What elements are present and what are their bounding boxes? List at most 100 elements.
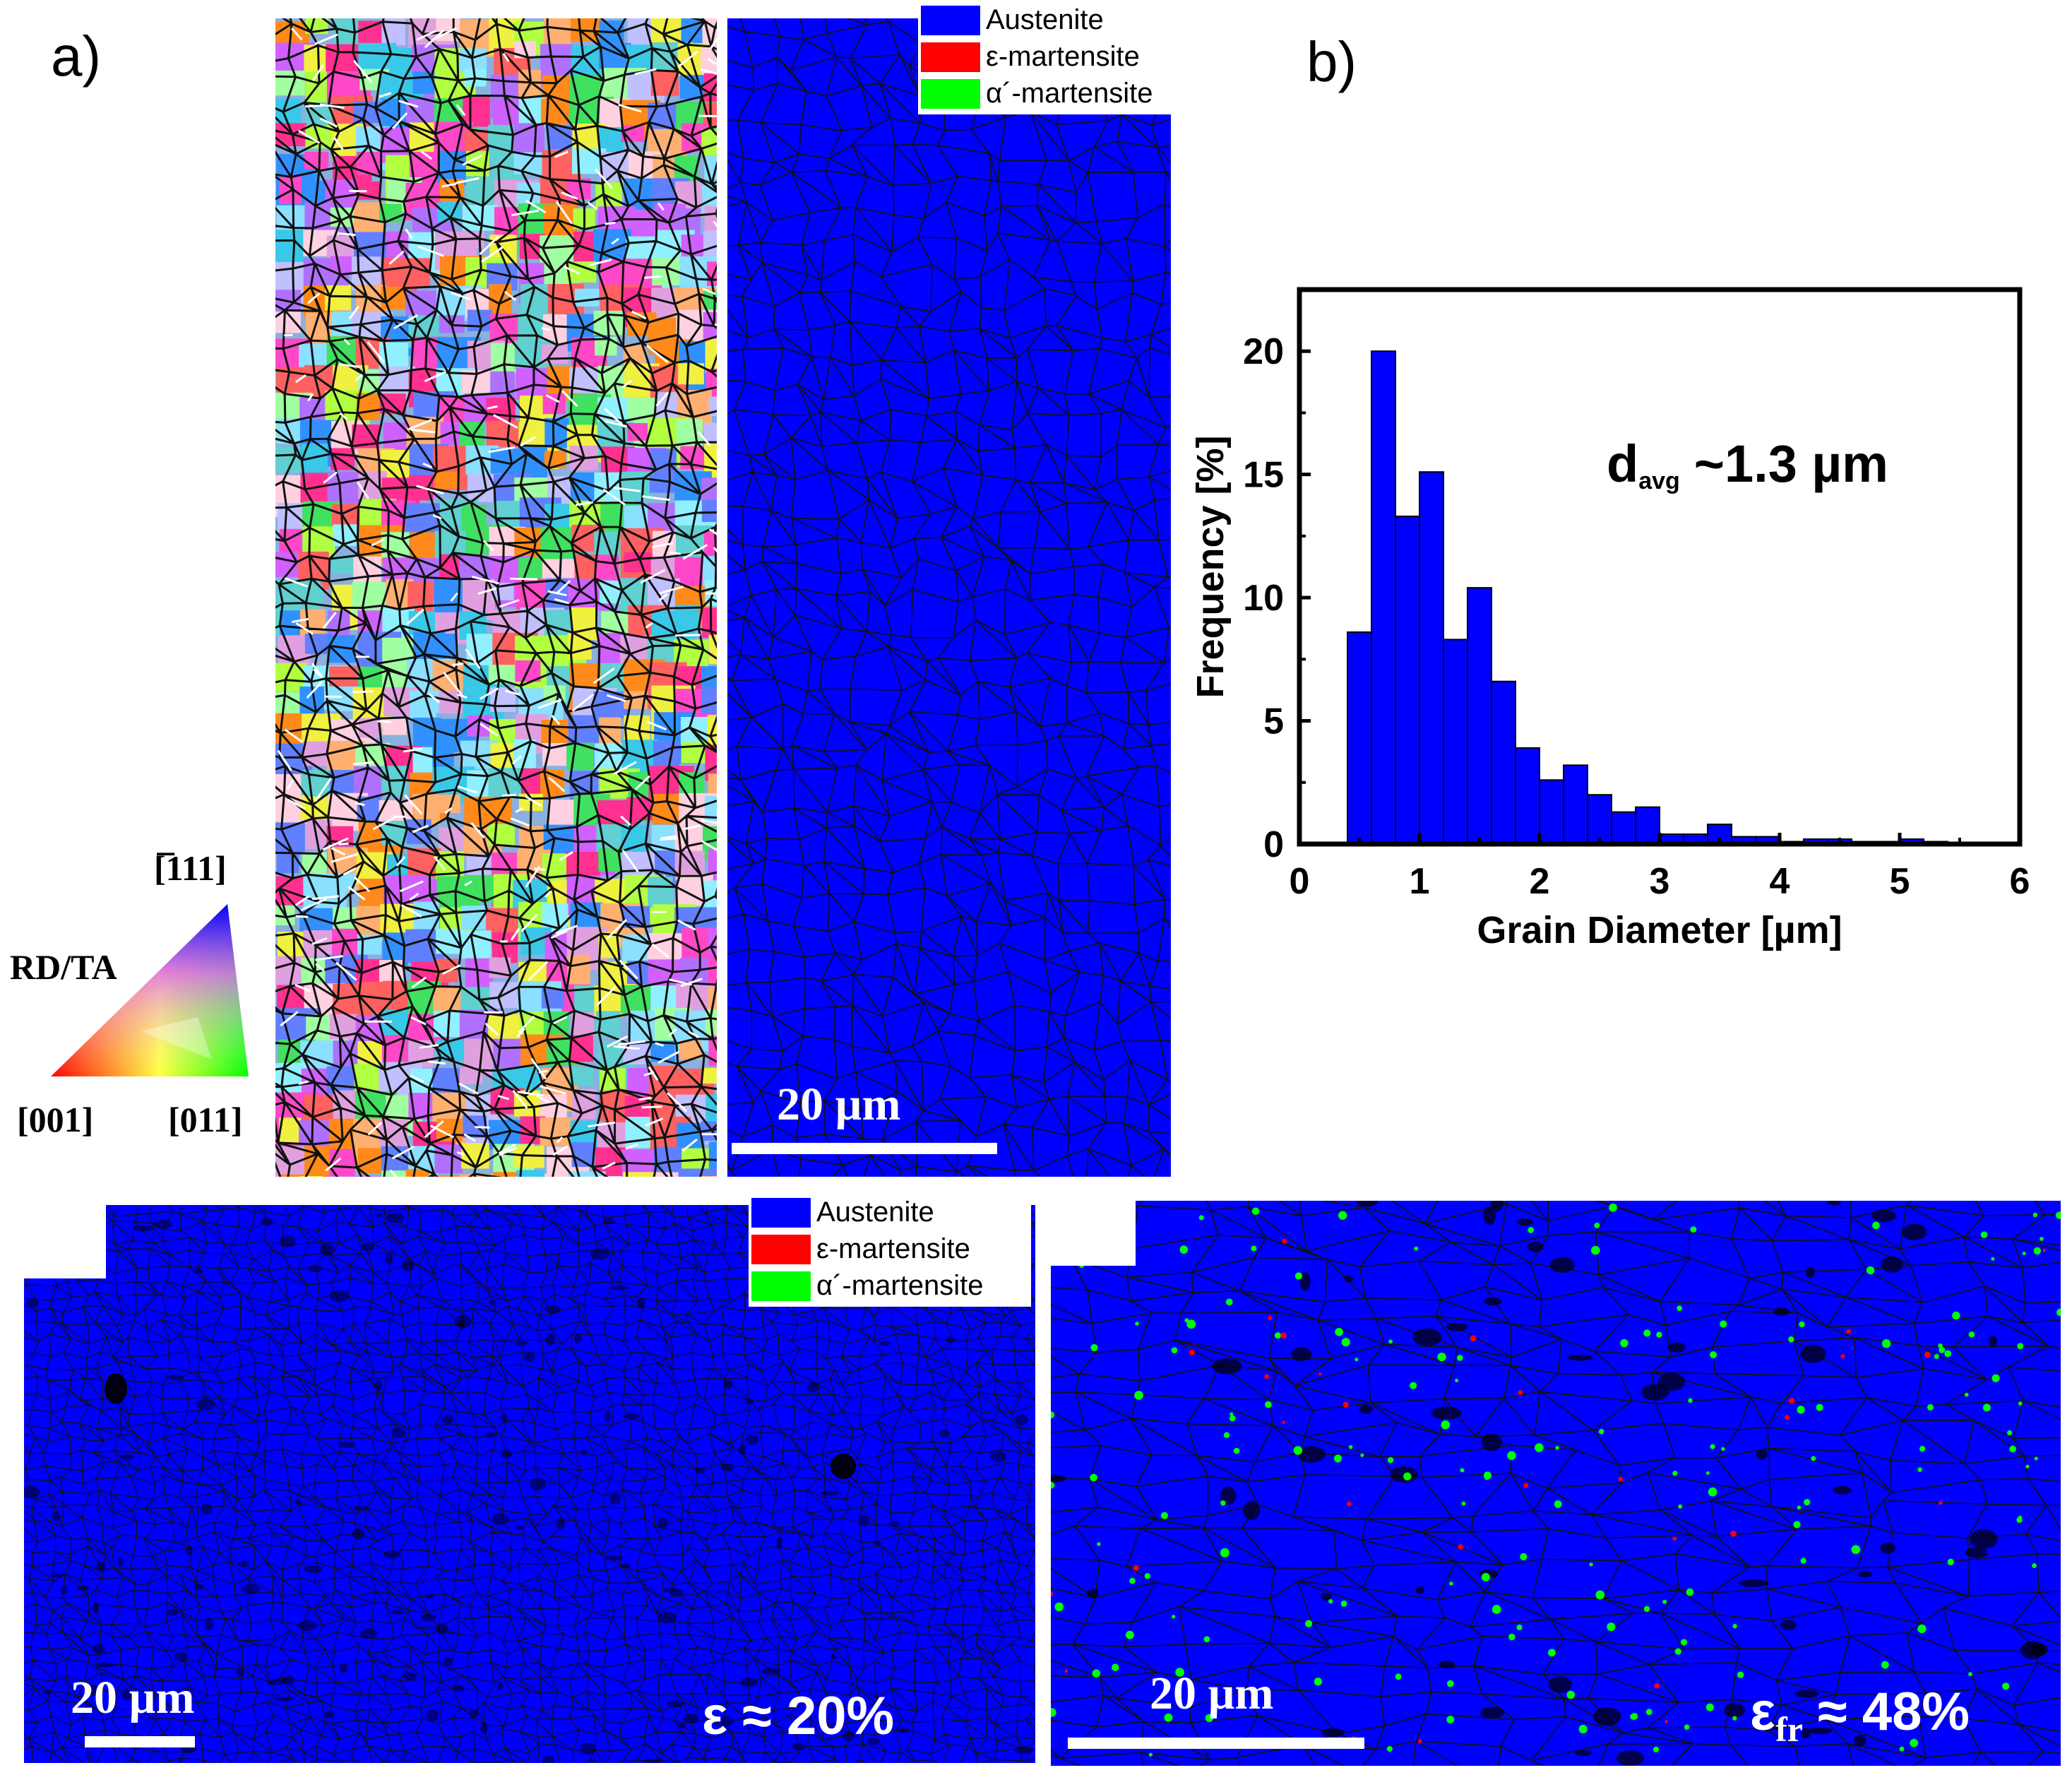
alpha-martensite-spot bbox=[1620, 1338, 1629, 1348]
alpha-martensite-spot bbox=[2002, 1682, 2010, 1690]
alpha-martensite-spot bbox=[1090, 1343, 1098, 1352]
alpha-martensite-spot bbox=[1709, 1350, 1717, 1359]
strain-d-subscript: fr bbox=[1775, 1709, 1803, 1750]
alpha-martensite-spot bbox=[1507, 1451, 1516, 1461]
phase-map-a-boundaries bbox=[727, 18, 1171, 1177]
ipf-grain bbox=[622, 1172, 668, 1177]
dark-spot bbox=[403, 1672, 417, 1680]
dark-spot bbox=[242, 1584, 260, 1594]
ipf-grain bbox=[279, 1174, 314, 1177]
histogram-bar bbox=[1587, 794, 1612, 845]
alpha-martensite-spot bbox=[1160, 1512, 1168, 1519]
alpha-martensite-spot bbox=[1437, 1352, 1446, 1362]
scale-bar-a bbox=[732, 1143, 997, 1154]
legend-label-austenite: Austenite bbox=[986, 4, 1104, 35]
alpha-martensite-spot bbox=[1705, 1703, 1714, 1711]
dark-cluster bbox=[1770, 1723, 1781, 1729]
ipf-grain bbox=[299, 1176, 323, 1177]
dark-spot bbox=[329, 1290, 350, 1302]
alpha-martensite-spot bbox=[1483, 1471, 1492, 1480]
ipf-grain bbox=[653, 1172, 693, 1177]
alpha-martensite-spot bbox=[1674, 1648, 1681, 1655]
dark-cluster bbox=[1902, 1223, 1927, 1240]
alpha-martensite-spot bbox=[1684, 1724, 1690, 1731]
alpha-martensite-spot bbox=[1797, 1406, 1805, 1414]
alpha-martensite-spot bbox=[1134, 1391, 1143, 1400]
alpha-martensite-spot bbox=[1516, 1624, 1523, 1631]
dark-spot bbox=[307, 1266, 323, 1273]
ipf-grain bbox=[653, 740, 680, 771]
davg-value: ~1.3 µm bbox=[1694, 434, 1888, 493]
dark-spot bbox=[93, 1602, 99, 1615]
dark-spot bbox=[898, 1727, 910, 1733]
dark-spot bbox=[391, 1427, 405, 1438]
alpha-martensite-spot bbox=[1348, 1445, 1353, 1449]
alpha-martensite-spot bbox=[1944, 1350, 1952, 1358]
alpha-martensite-spot bbox=[2032, 1563, 2037, 1568]
dark-cluster bbox=[1482, 1206, 1496, 1225]
phase-map-d-boundaries bbox=[1051, 1201, 2061, 1766]
dark-spot bbox=[49, 1573, 64, 1578]
dark-spot bbox=[88, 1685, 100, 1697]
epsilon-martensite-spot bbox=[1618, 1476, 1623, 1482]
alpha-martensite-spot bbox=[1816, 1403, 1823, 1411]
alpha-martensite-spot bbox=[2009, 1445, 2016, 1453]
ipf-grain bbox=[547, 125, 572, 150]
alpha-martensite-spot bbox=[1441, 1420, 1451, 1430]
dark-spot bbox=[282, 1675, 295, 1685]
alpha-martensite-spot bbox=[1223, 1432, 1230, 1439]
dark-spot bbox=[129, 1694, 138, 1704]
dark-spot bbox=[990, 1451, 1006, 1462]
alpha-martensite-spot bbox=[1341, 1338, 1350, 1347]
alpha-martensite-spot bbox=[1609, 1203, 1617, 1212]
alpha-martensite-spot bbox=[1939, 1346, 1946, 1353]
legend-c-label-austenite: Austenite bbox=[816, 1197, 934, 1228]
dark-cluster bbox=[1548, 1676, 1573, 1693]
dark-spot bbox=[580, 1449, 588, 1456]
alpha-martensite-spot bbox=[1688, 1398, 1693, 1403]
alpha-martensite-spot bbox=[2034, 1456, 2038, 1461]
dark-spot bbox=[96, 1561, 107, 1572]
x-tick-label: 2 bbox=[1530, 861, 1550, 902]
legend-c-label-alpha: α´-martensite bbox=[816, 1270, 984, 1301]
dark-spot bbox=[744, 1399, 754, 1405]
alpha-martensite-spot bbox=[1721, 1447, 1725, 1452]
dark-spot bbox=[436, 1623, 448, 1634]
dark-cluster bbox=[1739, 1579, 1769, 1587]
dark-cluster bbox=[1574, 1750, 1592, 1757]
legend-c-swatch-austenite bbox=[751, 1198, 811, 1228]
alpha-martensite-spot bbox=[1225, 1298, 1233, 1306]
phase-legend-a: Austenite ε-martensite α´-martensite bbox=[918, 1, 1201, 114]
alpha-martensite-spot bbox=[1338, 1211, 1347, 1220]
alpha-martensite-spot bbox=[1554, 1500, 1562, 1509]
alpha-martensite-spot bbox=[1811, 1456, 1816, 1461]
dark-spot bbox=[574, 1333, 582, 1343]
dark-spot bbox=[386, 1213, 405, 1223]
dark-cluster bbox=[1359, 1404, 1374, 1414]
dark-spot bbox=[761, 1667, 781, 1675]
alpha-martensite-spot bbox=[1566, 1690, 1576, 1699]
histogram-bar bbox=[1539, 779, 1564, 845]
alpha-martensite-spot bbox=[1403, 1472, 1412, 1480]
dark-spot bbox=[383, 1550, 401, 1559]
dark-spot bbox=[723, 1379, 733, 1389]
dark-spot bbox=[324, 1711, 335, 1718]
dark-spot bbox=[469, 1709, 479, 1718]
dark-spot bbox=[279, 1235, 297, 1247]
dark-spot bbox=[622, 1413, 641, 1420]
histogram-bar bbox=[1371, 350, 1396, 845]
dark-spot bbox=[359, 1628, 377, 1639]
alpha-martensite-spot bbox=[2017, 1343, 2024, 1350]
alpha-martensite-spot bbox=[1305, 1620, 1313, 1627]
alpha-martensite-spot bbox=[1335, 1327, 1343, 1336]
epsilon-martensite-spot bbox=[1523, 1483, 1529, 1488]
legend-item-alpha: α´-martensite bbox=[918, 75, 1201, 112]
dark-spot bbox=[830, 1654, 838, 1659]
histogram-bar bbox=[1515, 747, 1540, 845]
alpha-martensite-spot bbox=[1220, 1548, 1229, 1557]
dark-spot bbox=[738, 1443, 746, 1456]
ipf-triangle bbox=[51, 904, 249, 1076]
alpha-martensite-spot bbox=[1680, 1639, 1688, 1646]
scale-bar-d bbox=[1068, 1738, 1364, 1749]
alpha-martensite-spot bbox=[1643, 1329, 1651, 1337]
